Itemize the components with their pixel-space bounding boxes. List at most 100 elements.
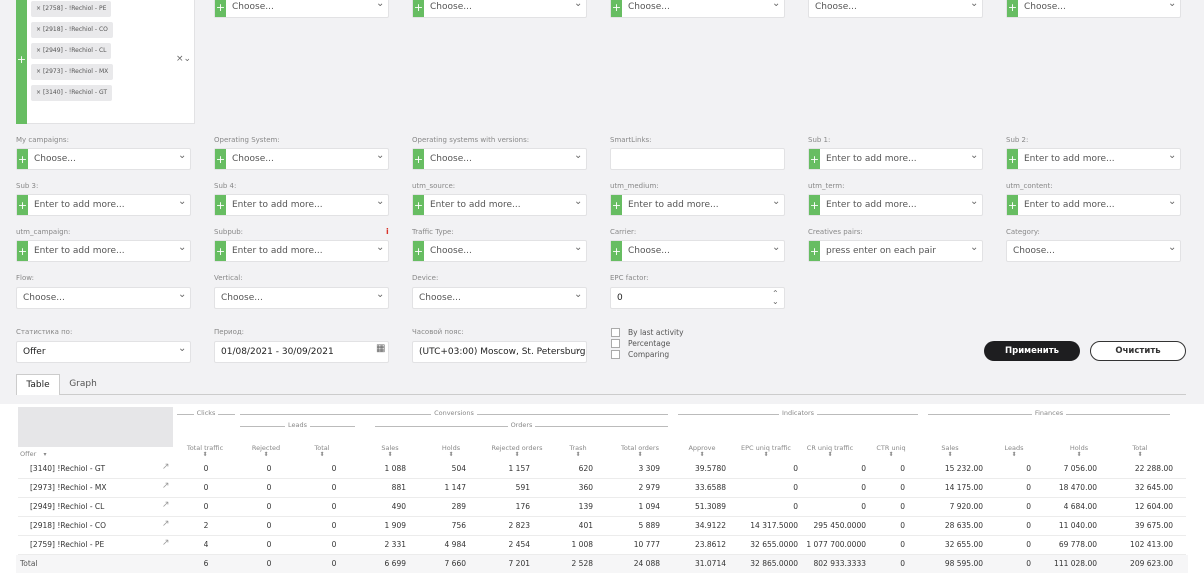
dropdown-icon[interactable]: ⌄ (376, 150, 385, 161)
checkbox[interactable] (611, 339, 620, 348)
column-header[interactable]: Rejected orders (491, 444, 543, 452)
dropdown-icon[interactable]: ⌄ (376, 0, 385, 9)
input[interactable]: 0 ⌃ ⌄ (610, 287, 785, 309)
plus-button[interactable]: + (215, 241, 226, 261)
input[interactable]: + Choose... ⌄ (412, 148, 587, 170)
dropdown-icon[interactable]: ⌄ (574, 150, 583, 161)
plus-button[interactable]: + (17, 195, 28, 215)
sort-icon[interactable]: ⬍ (448, 451, 454, 458)
input[interactable]: Choose... ⌄ (214, 287, 389, 309)
tab[interactable]: Table (16, 374, 60, 395)
column-header[interactable]: Approve (688, 444, 716, 452)
open-link-icon[interactable]: ↗ (162, 481, 170, 491)
dropdown-icon[interactable]: ⌄ (1168, 196, 1177, 207)
dropdown-icon[interactable]: ⌄ (574, 289, 583, 300)
plus-button[interactable]: + (215, 149, 226, 169)
plus-button[interactable]: + (611, 0, 622, 17)
column-header[interactable]: Total traffic (186, 444, 224, 452)
plus-button[interactable]: + (215, 0, 226, 17)
column-header[interactable]: Sales (381, 444, 399, 452)
input[interactable]: + press enter on each pair ⌄ (808, 240, 983, 262)
dropdown-icon[interactable]: ⌄ (970, 196, 979, 207)
input[interactable]: + Enter to add more... ⌄ (16, 194, 191, 216)
dropdown-icon[interactable]: ⌄ (178, 289, 187, 300)
sort-icon[interactable]: ▾ (43, 451, 47, 458)
input[interactable]: + Enter to add more... ⌄ (214, 240, 389, 262)
column-header[interactable]: Sales (941, 444, 959, 452)
dropdown-icon[interactable]: ⌄ (376, 196, 385, 207)
plus-button[interactable]: + (809, 195, 820, 215)
dropdown-icon[interactable]: ⌄ (1168, 0, 1177, 9)
tag[interactable]: × [2918] - !Rechiol - CO (31, 22, 113, 38)
input[interactable]: + Choose... ⌄ (610, 0, 785, 18)
input[interactable]: + Choose... ⌄ (214, 148, 389, 170)
plus-button[interactable]: + (611, 195, 622, 215)
input[interactable]: + Enter to add more... ⌄ (412, 194, 587, 216)
plus-button[interactable]: + (413, 195, 424, 215)
sort-icon[interactable]: ⬍ (202, 451, 208, 458)
sort-icon[interactable]: ⬍ (1076, 451, 1082, 458)
input[interactable] (610, 148, 785, 170)
column-header[interactable]: Total (314, 444, 330, 452)
column-header[interactable]: CTR uniq (876, 444, 906, 452)
dropdown-icon[interactable]: ⌄ (970, 150, 979, 161)
dropdown-icon[interactable]: ⌄ (178, 343, 187, 354)
input[interactable]: Choose... ⌄ (1006, 240, 1181, 262)
input[interactable]: + Enter to add more... ⌄ (1006, 148, 1181, 170)
open-link-icon[interactable]: ↗ (162, 538, 170, 548)
sort-icon[interactable]: ⬍ (947, 451, 953, 458)
tag[interactable]: × [3140] - !Rechiol - GT (31, 85, 113, 101)
dropdown-icon[interactable]: ⌄ (574, 196, 583, 207)
sort-icon[interactable]: ⬍ (387, 451, 393, 458)
input[interactable]: + Choose... ⌄ (412, 0, 587, 18)
open-link-icon[interactable]: ↗ (162, 462, 170, 472)
checkbox-label[interactable]: Comparing (628, 350, 670, 359)
sort-icon[interactable]: ⬍ (637, 451, 643, 458)
dropdown-icon[interactable]: ⌄ (970, 0, 979, 9)
dropdown-icon[interactable]: ⌄ (772, 196, 781, 207)
input[interactable]: + Enter to add more... ⌄ (16, 240, 191, 262)
sort-icon[interactable]: ⬍ (319, 451, 325, 458)
dropdown-icon[interactable]: ⌄ (772, 0, 781, 9)
column-header[interactable]: Holds (441, 444, 461, 452)
input[interactable]: 01/08/2021 - 30/09/2021 ▦ (214, 341, 389, 363)
column-header[interactable]: Trash (569, 444, 587, 452)
input[interactable]: Choose... ⌄ (808, 0, 983, 18)
checkbox[interactable] (611, 350, 620, 359)
plus-button[interactable]: + (1007, 149, 1018, 169)
dropdown-icon[interactable]: ⌄ (178, 242, 187, 253)
column-header[interactable]: Leads (1004, 444, 1024, 452)
plus-button[interactable]: + (809, 149, 820, 169)
dropdown-icon[interactable]: ⌃ ⌄ (772, 289, 779, 306)
dropdown-icon[interactable]: ⌄ (376, 289, 385, 300)
input[interactable]: + Enter to add more... ⌄ (214, 194, 389, 216)
plus-button[interactable]: + (1007, 0, 1018, 17)
clear-button[interactable]: Очистить (1090, 341, 1186, 361)
plus-button[interactable]: + (809, 241, 820, 261)
dropdown-icon[interactable]: ⌄ (574, 343, 583, 354)
input[interactable]: Choose... ⌄ (16, 287, 191, 309)
checkbox-label[interactable]: Percentage (628, 339, 671, 348)
plus-button[interactable]: + (1007, 195, 1018, 215)
plus-button[interactable]: + (413, 241, 424, 261)
dropdown-icon[interactable]: ⌄ (178, 150, 187, 161)
tag[interactable]: × [2758] - !Rechiol - PE (31, 1, 112, 17)
open-link-icon[interactable]: ↗ (162, 519, 170, 529)
plus-button[interactable]: + (413, 149, 424, 169)
dropdown-icon[interactable]: ⌄ (772, 242, 781, 253)
sort-icon[interactable]: ⬍ (699, 451, 705, 458)
dropdown-icon[interactable]: ⌄ (574, 0, 583, 9)
input[interactable]: + Choose... ⌄ (1006, 0, 1181, 18)
dropdown-icon[interactable]: ⌄ (376, 242, 385, 253)
info-icon[interactable]: i (386, 227, 389, 236)
offer-filter[interactable] (16, 0, 195, 124)
apply-button[interactable]: Применить (984, 341, 1080, 361)
sort-icon[interactable]: ⬍ (514, 451, 520, 458)
tab[interactable]: Graph (69, 379, 97, 389)
column-header[interactable]: CR uniq traffic (806, 444, 854, 452)
column-header[interactable]: Total orders (621, 444, 659, 452)
tag[interactable]: × [2973] - !Rechiol - MX (31, 64, 114, 80)
sort-icon[interactable]: ⬍ (1137, 451, 1143, 458)
input[interactable]: + Choose... ⌄ (610, 240, 785, 262)
sort-icon[interactable]: ⬍ (263, 451, 269, 458)
